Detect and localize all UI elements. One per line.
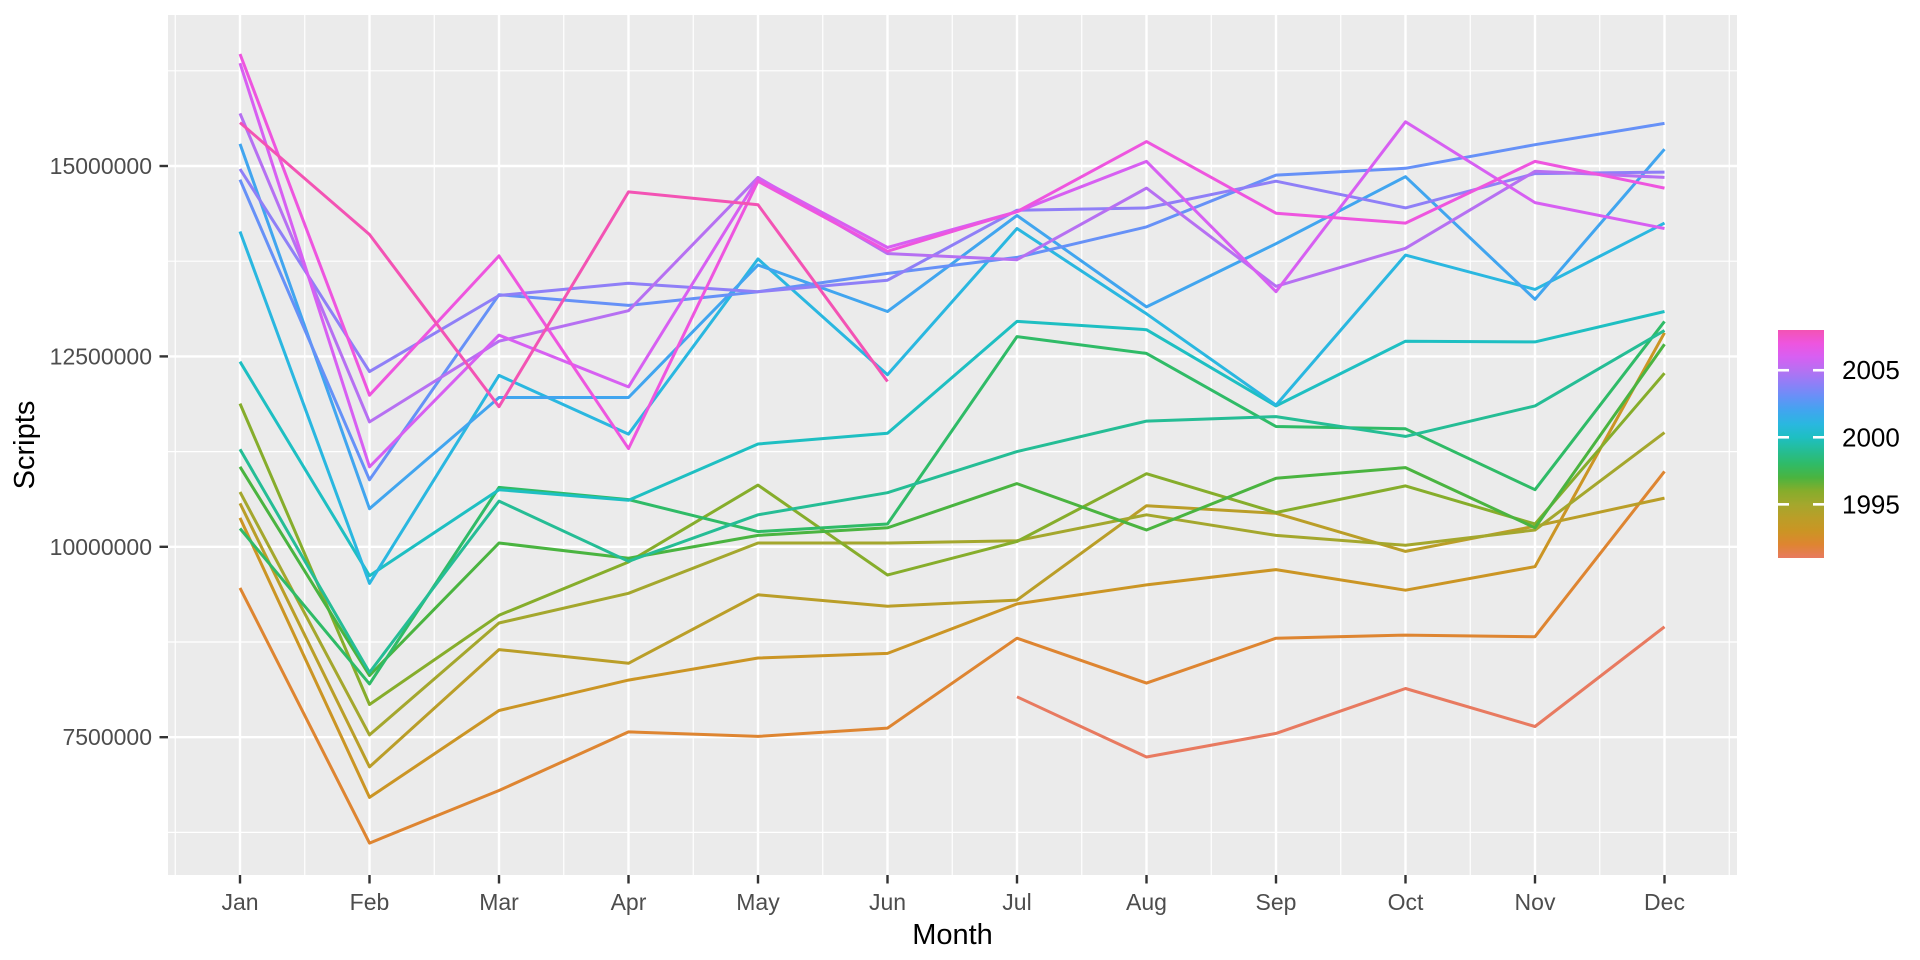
- axis-tick-marks: [159, 164, 1666, 884]
- x-tick-label: Feb: [350, 889, 390, 915]
- series-line-2001: [238, 221, 1666, 585]
- series-line-1995: [238, 431, 1666, 737]
- series-line-1996: [238, 372, 1666, 706]
- series-line-2004: [238, 168, 1665, 374]
- x-tick-label: Oct: [1388, 889, 1424, 915]
- x-tick-label: Jun: [869, 889, 906, 915]
- y-tick-label: 12500000: [50, 343, 152, 369]
- series-line-2007: [238, 53, 1665, 451]
- x-tick-label: Dec: [1644, 889, 1685, 915]
- legend-gradient-bar: [1778, 330, 1824, 558]
- y-tick-label: 7500000: [62, 724, 152, 750]
- legend-year-label: 2000: [1842, 422, 1900, 452]
- series-line-1998: [238, 320, 1666, 686]
- series-line-1997: [238, 343, 1666, 677]
- y-axis-title: Scripts: [9, 401, 41, 490]
- x-tick-label: Aug: [1126, 889, 1167, 915]
- series-line-1999: [238, 329, 1666, 674]
- series-line-1991: [1016, 625, 1666, 759]
- series-line-1994: [238, 496, 1665, 769]
- y-tick-label: 10000000: [50, 534, 152, 560]
- series-line-2002: [238, 143, 1666, 511]
- legend-colorbar: 2005 2000 1995: [1778, 330, 1900, 558]
- series-line-1992: [238, 470, 1666, 845]
- series-line-2000: [238, 310, 1665, 578]
- series-line-2003: [238, 121, 1665, 482]
- x-tick-label: Sep: [1256, 889, 1297, 915]
- x-tick-label: Jan: [221, 889, 258, 915]
- series-line-2005: [238, 112, 1665, 424]
- x-tick-label: Jul: [1002, 889, 1031, 915]
- axis-tick-labels: 7500000 10000000 12500000 15000000 Jan Feb Mar…: [50, 153, 1685, 915]
- x-tick-label: Mar: [479, 889, 519, 915]
- series-lines: [238, 53, 1666, 845]
- x-axis-title: Month: [912, 919, 993, 951]
- legend-year-label: 2005: [1842, 355, 1900, 385]
- series-line-2006: [238, 62, 1665, 469]
- x-tick-label: May: [736, 889, 780, 915]
- series-line-2008: [239, 121, 889, 409]
- series-line-1993: [238, 332, 1666, 799]
- x-tick-label: Nov: [1515, 889, 1556, 915]
- legend-year-label: 1995: [1842, 489, 1900, 519]
- x-tick-label: Apr: [611, 889, 647, 915]
- y-tick-label: 15000000: [50, 153, 152, 179]
